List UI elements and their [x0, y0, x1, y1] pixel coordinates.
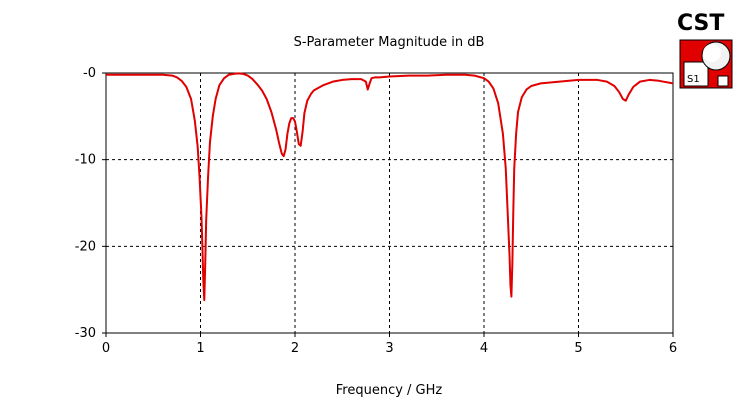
y-tick-label: -20 — [75, 239, 96, 254]
logo-box-label: S1 — [687, 74, 700, 85]
axis-ticks: 0 1 2 3 4 5 6 -0 -10 -20 -30 — [75, 66, 677, 356]
series-line-s1-1 — [106, 72, 674, 302]
x-tick-label: 2 — [291, 341, 299, 356]
x-tick-label: 0 — [102, 341, 110, 356]
x-axis-label: Frequency / GHz — [336, 383, 443, 398]
logo-small-cube — [717, 75, 729, 87]
series-layer — [106, 72, 674, 302]
x-tick-label: 3 — [385, 341, 393, 356]
logo-text: CST — [677, 11, 724, 36]
cst-logo: CST S1 — [677, 11, 733, 89]
y-tick-label: -30 — [75, 326, 96, 341]
chart-title: S-Parameter Magnitude in dB — [294, 35, 485, 50]
x-tick-label: 1 — [196, 341, 204, 356]
y-tick-label: -0 — [83, 66, 96, 81]
x-tick-label: 4 — [480, 341, 488, 356]
grid-lines — [106, 73, 673, 333]
x-tick-label: 5 — [574, 341, 582, 356]
x-tick-label: 6 — [669, 341, 677, 356]
logo-sphere-shade — [703, 44, 721, 62]
y-tick-label: -10 — [75, 153, 96, 168]
logo-inner-box — [683, 61, 709, 87]
